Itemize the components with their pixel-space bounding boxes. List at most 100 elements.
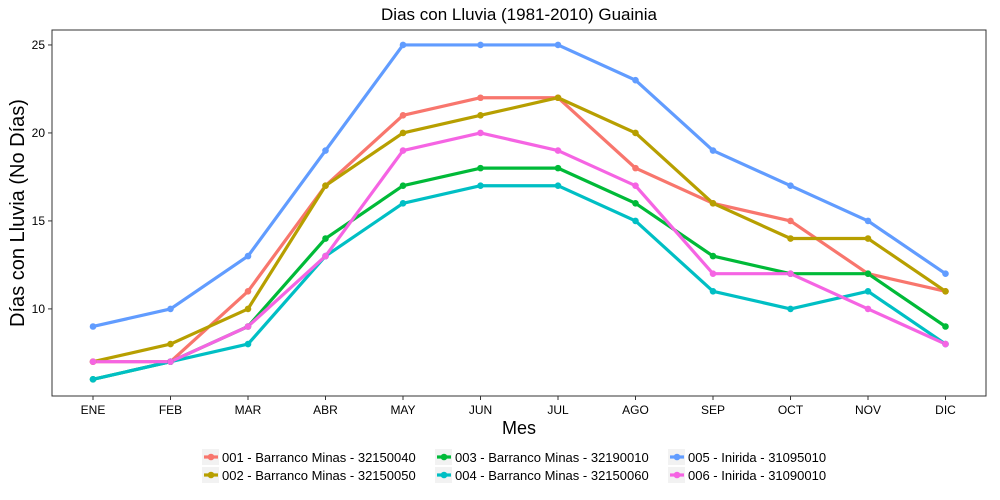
data-point <box>167 305 174 313</box>
data-point <box>399 147 407 154</box>
data-point <box>554 41 562 49</box>
data-point <box>864 217 872 225</box>
legend-label: 004 - Barranco Minas - 32150060 <box>455 468 649 483</box>
x-tick-label: ABR <box>313 403 338 417</box>
series-points <box>89 41 949 383</box>
data-point <box>244 340 252 348</box>
x-axis: ENE FEB MAR ABR MAY JUN JUL AGO SEP OCT NOV DIC <box>81 396 956 417</box>
plot-panel-border <box>51 29 987 397</box>
x-tick-label: JUL <box>547 403 569 417</box>
data-point <box>709 288 717 295</box>
data-point <box>244 305 252 313</box>
legend-item: 003 - Barranco Minas - 32190010 <box>435 449 649 465</box>
data-point <box>477 94 484 102</box>
data-point <box>554 147 562 154</box>
x-tick-label: SEP <box>701 403 725 417</box>
data-point <box>399 112 407 119</box>
data-point <box>477 182 484 190</box>
data-point <box>709 200 717 207</box>
legend-label: 005 - Inirida - 31095010 <box>688 450 826 465</box>
data-point <box>554 94 562 102</box>
x-tick-label: MAY <box>390 403 415 417</box>
legend-label: 001 - Barranco Minas - 32150040 <box>222 450 416 465</box>
data-point <box>554 164 562 172</box>
data-point <box>477 129 484 137</box>
series-line-1 <box>93 96 946 364</box>
data-point <box>942 270 949 278</box>
legend-item: 002 - Barranco Minas - 32150050 <box>202 467 416 483</box>
data-point <box>399 41 407 49</box>
y-tick-label: 25 <box>32 38 46 52</box>
series-line-2 <box>92 96 947 364</box>
data-point <box>477 41 484 49</box>
data-point <box>244 252 252 260</box>
data-point <box>864 270 872 278</box>
x-tick-label: AGO <box>622 403 649 417</box>
data-point <box>787 305 794 313</box>
x-tick-label: FEB <box>159 403 182 417</box>
data-point <box>709 147 717 154</box>
data-point <box>322 147 329 154</box>
series-lines <box>92 43 947 381</box>
x-tick-label: JUN <box>469 403 492 417</box>
x-tick-label: NOV <box>855 403 881 417</box>
y-tick-label: 20 <box>32 126 46 140</box>
legend-key-point <box>673 453 681 461</box>
data-point <box>632 182 639 190</box>
data-point <box>787 217 794 225</box>
legend-label: 002 - Barranco Minas - 32150050 <box>222 468 416 483</box>
x-axis-title: Mes <box>502 418 536 438</box>
data-point <box>864 235 872 242</box>
data-point <box>167 358 174 365</box>
legend-key-point <box>207 471 215 479</box>
data-point <box>322 182 329 190</box>
data-point <box>632 217 639 225</box>
data-point <box>89 323 97 330</box>
data-point <box>89 358 97 365</box>
x-tick-label: OCT <box>778 403 804 417</box>
data-point <box>322 252 329 260</box>
legend: 001 - Barranco Minas - 32150040 002 - Bar… <box>202 449 826 483</box>
x-tick-label: ENE <box>81 403 106 417</box>
x-tick-label: MAR <box>235 403 262 417</box>
y-tick-label: 10 <box>32 302 46 316</box>
legend-item: 001 - Barranco Minas - 32150040 <box>202 449 416 465</box>
legend-key-point <box>440 471 448 479</box>
data-point <box>89 375 97 383</box>
data-point <box>167 340 174 348</box>
data-point <box>942 323 949 330</box>
data-point <box>709 252 717 260</box>
data-point <box>787 235 794 242</box>
data-point <box>787 270 794 278</box>
data-point <box>399 200 407 207</box>
y-axis: 10 15 20 25 <box>32 38 52 316</box>
data-point <box>399 129 407 137</box>
data-point <box>632 200 639 207</box>
data-point <box>244 288 252 295</box>
y-tick-label: 15 <box>32 214 46 228</box>
data-point <box>942 340 949 348</box>
data-point <box>477 112 484 119</box>
data-point <box>709 270 717 278</box>
legend-key-point <box>673 471 681 479</box>
data-point <box>864 288 872 295</box>
data-point <box>864 305 872 313</box>
legend-key-point <box>440 453 448 461</box>
legend-item: 006 - Inirida - 31090010 <box>668 467 826 483</box>
data-point <box>787 182 794 190</box>
data-point <box>554 182 562 190</box>
legend-label: 006 - Inirida - 31090010 <box>688 468 826 483</box>
legend-item: 005 - Inirida - 31095010 <box>668 449 826 465</box>
data-point <box>477 164 484 172</box>
legend-label: 003 - Barranco Minas - 32190010 <box>455 450 649 465</box>
data-point <box>632 164 639 172</box>
series-line-5 <box>92 43 947 329</box>
series-line-4 <box>92 184 947 381</box>
data-point <box>942 288 949 295</box>
series-line-6 <box>93 131 947 364</box>
y-axis-title: Días con Lluvia (No Días) <box>7 99 29 327</box>
legend-item: 004 - Barranco Minas - 32150060 <box>435 467 649 483</box>
data-point <box>399 182 407 190</box>
data-point <box>632 76 639 84</box>
